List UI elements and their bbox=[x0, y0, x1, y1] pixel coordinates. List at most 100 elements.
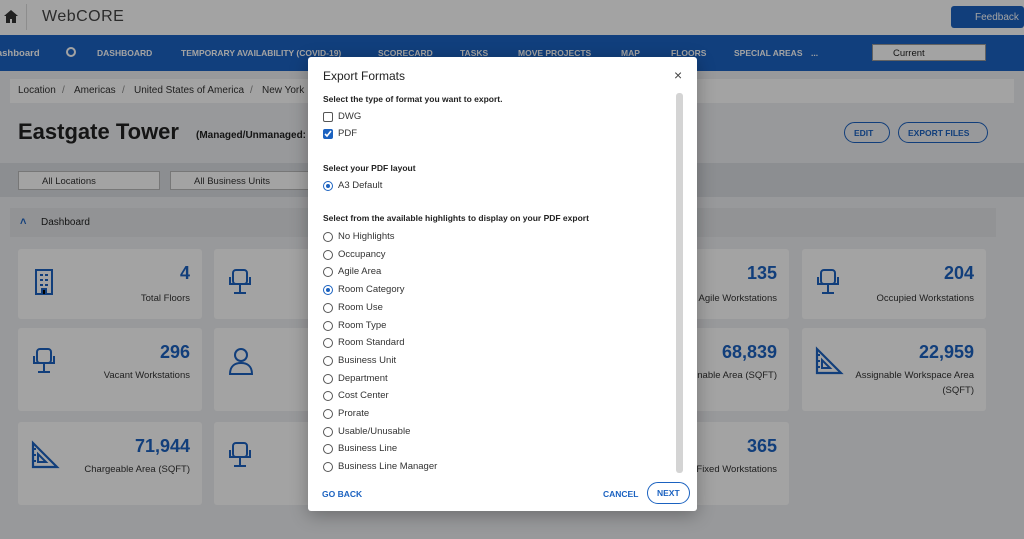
radio-button[interactable] bbox=[323, 302, 333, 313]
nav-item[interactable]: SCORECARD bbox=[378, 48, 433, 58]
layout-prompt: Select your PDF layout bbox=[323, 163, 416, 173]
export-files-button[interactable]: EXPORT FILES bbox=[898, 122, 988, 143]
breadcrumb-sep: / bbox=[250, 85, 253, 96]
top-bar bbox=[0, 0, 1024, 35]
radio-dot bbox=[325, 287, 330, 293]
option-label[interactable]: No Highlights bbox=[338, 231, 395, 242]
option-label[interactable]: PDF bbox=[338, 128, 357, 139]
radio-button[interactable] bbox=[323, 462, 333, 473]
nav-icon[interactable] bbox=[66, 47, 76, 57]
card-icon bbox=[817, 269, 839, 294]
option-label[interactable]: A3 Default bbox=[338, 180, 383, 191]
format-prompt: Select the type of format you want to ex… bbox=[323, 94, 503, 104]
option-label[interactable]: Cost Center bbox=[338, 390, 389, 402]
next-button[interactable]: NEXT bbox=[647, 482, 690, 504]
radio-button[interactable] bbox=[323, 409, 333, 419]
breadcrumb-item[interactable]: Americas bbox=[74, 85, 116, 96]
card-label: Occupied Workstations bbox=[876, 293, 974, 304]
card-label: Vacant Workstations bbox=[103, 370, 190, 381]
radio-button[interactable] bbox=[323, 338, 333, 349]
cancel-button[interactable]: CANCEL bbox=[603, 489, 639, 499]
go-back-button[interactable]: GO BACK bbox=[322, 489, 363, 499]
radio-button[interactable] bbox=[323, 391, 333, 402]
card-icon bbox=[229, 442, 251, 467]
scrollbar[interactable] bbox=[676, 93, 683, 473]
card-value: 365 bbox=[746, 436, 777, 456]
checkbox[interactable] bbox=[323, 112, 333, 122]
nav-item[interactable]: FLOORS bbox=[671, 48, 707, 58]
nav-item[interactable]: MAP bbox=[621, 48, 640, 58]
card-value: 71,944 bbox=[134, 436, 190, 456]
building-subtitle: (Managed/Unmanaged: M bbox=[196, 130, 318, 141]
close-button[interactable]: × bbox=[674, 67, 683, 83]
breadcrumb-item[interactable]: New York bbox=[262, 85, 305, 96]
option-label[interactable]: Room Use bbox=[338, 301, 383, 313]
checkbox[interactable] bbox=[323, 129, 333, 139]
option-label[interactable]: Business Line bbox=[338, 443, 398, 455]
nav-item[interactable]: ... bbox=[811, 48, 819, 58]
card-label: Assignable Workspace Area (SQFT) bbox=[855, 370, 974, 396]
radio-button[interactable] bbox=[323, 355, 333, 366]
nav-item[interactable]: TASKS bbox=[460, 48, 489, 58]
radio-dot bbox=[325, 183, 330, 188]
card-icon bbox=[228, 348, 254, 375]
period-select[interactable]: Current bbox=[872, 44, 986, 61]
collapse-icon[interactable]: ˄ bbox=[20, 216, 27, 228]
stat-card: 4 Total Floors bbox=[18, 249, 202, 319]
breadcrumb-sep: / bbox=[62, 85, 65, 96]
card-value: 296 bbox=[159, 342, 190, 362]
card-value: 135 bbox=[746, 263, 777, 283]
option-label[interactable]: Agile Area bbox=[338, 266, 382, 278]
card-label: Total Floors bbox=[140, 293, 190, 304]
stat-card: 296 Vacant Workstations bbox=[18, 328, 202, 411]
radio-button[interactable] bbox=[323, 267, 333, 278]
breadcrumb-item[interactable]: Location bbox=[18, 85, 56, 96]
radio-button[interactable] bbox=[323, 285, 333, 296]
edit-button[interactable]: EDIT bbox=[844, 122, 890, 143]
card-value: 204 bbox=[943, 263, 974, 283]
breadcrumb-item[interactable]: United States of America bbox=[134, 85, 245, 96]
radio-button[interactable] bbox=[323, 232, 333, 242]
card-icon bbox=[229, 269, 251, 294]
option-label[interactable]: Occupancy bbox=[338, 248, 386, 260]
nav-item[interactable]: SPECIAL AREAS bbox=[734, 48, 803, 58]
stat-card: 204 Occupied Workstations bbox=[802, 249, 986, 319]
location-filter[interactable]: All Locations bbox=[18, 171, 160, 190]
radio-button[interactable] bbox=[323, 181, 333, 191]
card-label: Fixed Workstations bbox=[696, 464, 777, 475]
radio-button[interactable] bbox=[323, 444, 333, 455]
stat-card: 71,944 Chargeable Area (SQFT) bbox=[18, 422, 202, 505]
nav-current[interactable]: Dashboard bbox=[0, 48, 40, 59]
stat-card: 22,959 Assignable Workspace Area (SQFT) bbox=[802, 328, 986, 411]
option-label[interactable]: DWG bbox=[338, 111, 362, 122]
radio-button[interactable] bbox=[323, 426, 333, 437]
option-label[interactable]: Business Unit bbox=[338, 354, 397, 366]
breadcrumb-sep: / bbox=[122, 85, 125, 96]
option-label[interactable]: Room Type bbox=[338, 319, 387, 331]
export-dialog: Export Formats × Select the type of form… bbox=[308, 57, 697, 511]
building-title: Eastgate Tower bbox=[18, 119, 179, 144]
card-value: 4 bbox=[179, 263, 190, 283]
radio-button[interactable] bbox=[323, 249, 333, 260]
card-label: Chargeable Area (SQFT) bbox=[84, 464, 190, 475]
dialog-title: Export Formats bbox=[323, 69, 406, 83]
radio-button[interactable] bbox=[323, 320, 333, 331]
radio-button[interactable] bbox=[323, 373, 333, 384]
option-label[interactable]: Prorate bbox=[338, 408, 370, 419]
card-icon bbox=[33, 348, 55, 373]
nav-item[interactable]: TEMPORARY AVAILABILITY (COVID-19) bbox=[181, 48, 342, 58]
option-label[interactable]: Department bbox=[338, 372, 388, 384]
home-icon[interactable] bbox=[4, 10, 18, 23]
nav-item[interactable]: MOVE PROJECTS bbox=[518, 48, 592, 58]
feedback-button[interactable]: Feedback bbox=[951, 6, 1024, 28]
highlight-prompt: Select from the available highlights to … bbox=[323, 213, 589, 223]
option-label[interactable]: Usable/Unusable bbox=[338, 425, 411, 437]
nav-item[interactable]: DASHBOARD bbox=[97, 48, 153, 58]
card-label: Assignable Area (SQFT) bbox=[674, 370, 777, 381]
option-label[interactable]: Room Standard bbox=[338, 337, 405, 349]
option-label[interactable]: Business Line Manager bbox=[338, 461, 438, 473]
divider bbox=[26, 4, 27, 30]
option-label[interactable]: Room Category bbox=[338, 284, 405, 296]
